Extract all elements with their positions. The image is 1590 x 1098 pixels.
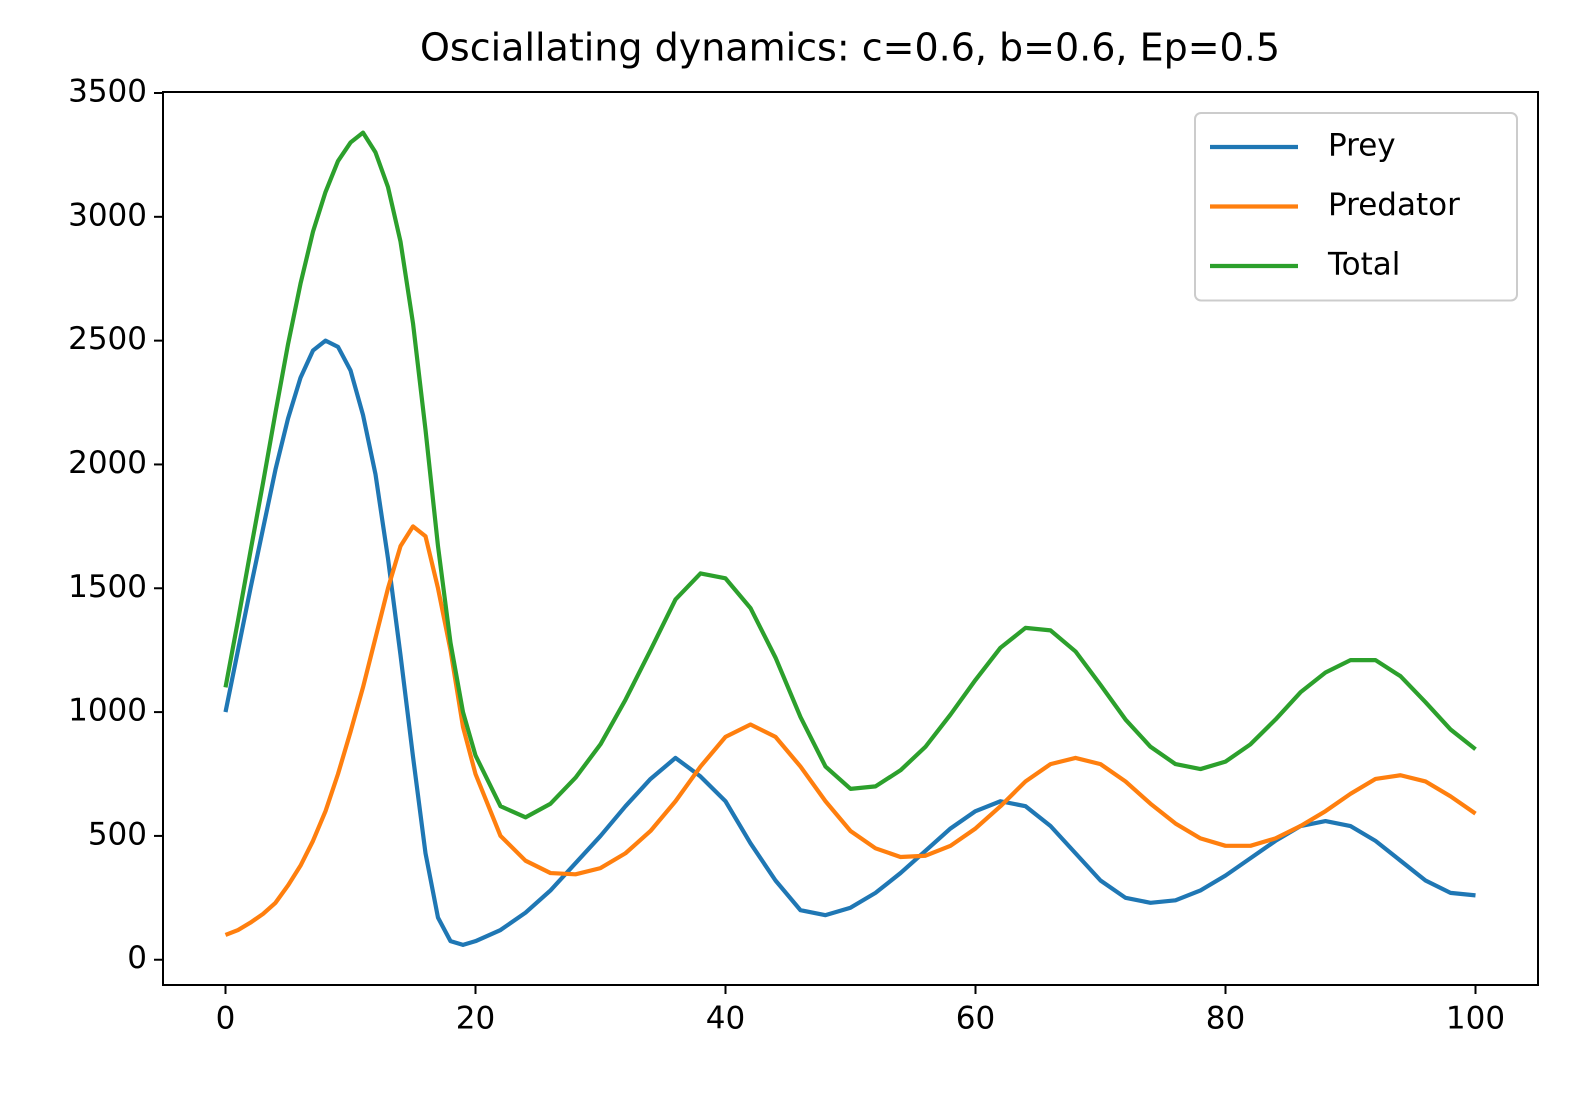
x-tick-label: 80: [1206, 1001, 1245, 1037]
legend-box: [1194, 112, 1518, 302]
legend-label: Predator: [1328, 187, 1460, 223]
line-series: [223, 338, 1476, 947]
plot-frame: [162, 91, 1539, 986]
line-series: [223, 130, 1477, 820]
legend-label: Total: [1327, 247, 1400, 283]
x-tick-label: 20: [456, 1001, 495, 1037]
x-tick-label: 0: [216, 1001, 236, 1037]
y-tick-label: 3500: [68, 73, 147, 109]
x-tick-label: 100: [1446, 1001, 1505, 1037]
y-tick-label: 1000: [68, 693, 147, 729]
line-series: [224, 524, 1477, 937]
y-tick-label: 1500: [68, 569, 147, 605]
legend-label: Prey: [1328, 128, 1396, 164]
y-tick-label: 2000: [68, 445, 147, 481]
chart-title: Osciallating dynamics: c=0.6, b=0.6, Ep=…: [420, 26, 1280, 70]
x-tick-label: 40: [706, 1001, 745, 1037]
y-tick-label: 0: [127, 940, 147, 976]
y-tick-label: 3000: [68, 197, 147, 233]
y-tick-label: 500: [88, 816, 147, 852]
y-tick-label: 2500: [68, 321, 147, 357]
x-tick-label: 60: [956, 1001, 995, 1037]
